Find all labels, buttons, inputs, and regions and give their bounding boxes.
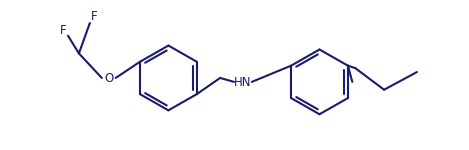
- Text: O: O: [104, 72, 113, 86]
- Text: F: F: [60, 24, 66, 37]
- Text: F: F: [91, 10, 97, 23]
- Text: HN: HN: [234, 76, 252, 89]
